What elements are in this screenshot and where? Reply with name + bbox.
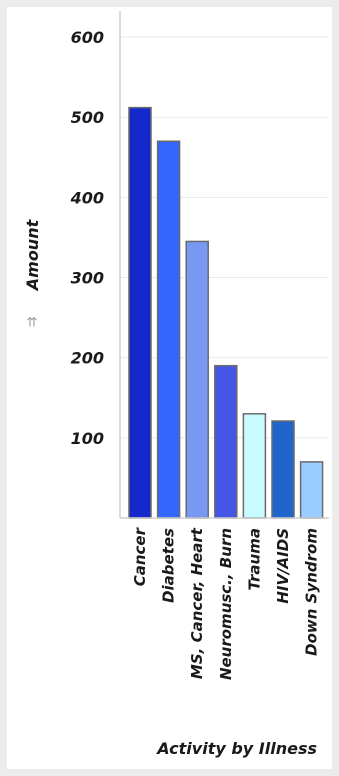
bar-3[interactable] xyxy=(214,364,238,519)
bar-0[interactable] xyxy=(128,106,152,519)
x-category-label: Down Syndrom xyxy=(303,528,321,656)
x-category-label: Diabetes xyxy=(160,528,178,603)
x-category-label: MS, Cancer, Heart xyxy=(188,527,206,679)
x-category-label: Cancer xyxy=(131,526,149,586)
x-category-label: HIV/AIDS xyxy=(274,528,292,604)
bar-5[interactable] xyxy=(271,420,295,519)
bar-4[interactable] xyxy=(242,413,267,519)
bar-6[interactable] xyxy=(299,461,324,519)
y-tick-label: 400 xyxy=(70,188,104,207)
x-category-label: Trauma xyxy=(245,528,263,591)
y-tick-label: 200 xyxy=(71,349,104,368)
y-axis-label: Amount xyxy=(23,218,42,292)
bar-1[interactable] xyxy=(156,140,181,519)
x-category-labels: Cancer Diabetes MS, Cancer, Heart Neuromusc… xyxy=(131,526,321,680)
bar-chart: 100 200 300 400 500 600 Cancer Diabetes MS, Can… xyxy=(23,11,329,758)
y-tick-label: 300 xyxy=(71,269,104,288)
x-category-label: Neuromusc., Burn xyxy=(217,528,235,680)
sort-icon[interactable]: ⇉ xyxy=(25,316,40,327)
bar-2[interactable] xyxy=(185,240,209,519)
y-tick-label: 500 xyxy=(71,108,104,127)
y-tick-label: 600 xyxy=(71,28,104,47)
bars xyxy=(128,106,324,519)
y-tick-label: 100 xyxy=(71,429,104,448)
y-tick-labels: 100 200 300 400 500 600 xyxy=(70,28,104,448)
x-axis-label: Activity by Illness xyxy=(155,739,317,758)
chart-panel: 100 200 300 400 500 600 Cancer Diabetes MS, Can… xyxy=(7,7,332,769)
